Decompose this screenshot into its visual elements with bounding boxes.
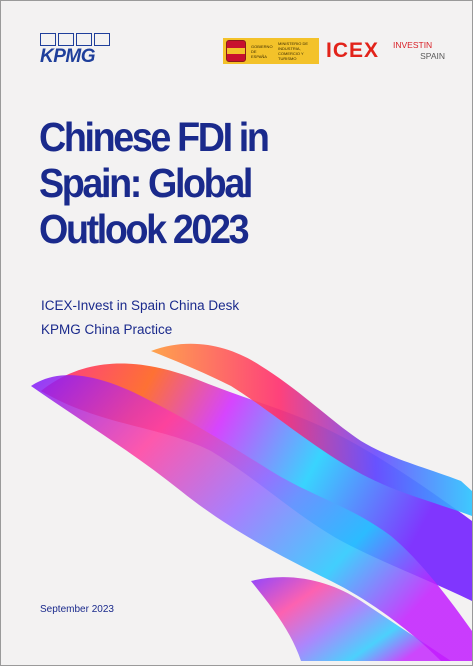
- title-line-2: Spain: Global: [39, 160, 253, 206]
- subtitle-practice: KPMG China Practice: [41, 322, 173, 337]
- publication-date: September 2023: [40, 604, 114, 615]
- invest-logo-line2: SPAIN: [420, 51, 445, 61]
- kpmg-logo: KPMG: [40, 33, 112, 67]
- coat-of-arms-icon: [226, 40, 246, 62]
- invest-logo-line1: INVESTIN: [393, 40, 433, 50]
- title-line-1: Chinese FDI in: [39, 114, 270, 160]
- wave-band-2: [31, 375, 472, 661]
- kpmg-logo-text: KPMG: [40, 46, 96, 67]
- invest-in-spain-logo: INVESTIN SPAIN: [393, 40, 445, 62]
- gov-logo-line2: MINISTERIO DE INDUSTRIA, COMERCIO Y TURI…: [278, 41, 309, 61]
- wave-band-4: [251, 577, 451, 661]
- title-line-3: Outlook 2023: [39, 206, 250, 252]
- decorative-wave-graphic: [31, 343, 472, 661]
- page-title: Chinese FDI in Spain: Global Outlook 202…: [39, 114, 297, 252]
- wave-band-3: [151, 343, 472, 516]
- subtitle-desk: ICEX-Invest in Spain China Desk: [41, 298, 240, 313]
- gov-logo-line1: GOBIERNO DE ESPAÑA: [251, 43, 273, 59]
- kpmg-logo-boxes: [40, 33, 112, 47]
- icex-logo: ICEX: [326, 39, 380, 62]
- spanish-government-logo: GOBIERNO DE ESPAÑA MINISTERIO DE INDUSTR…: [223, 38, 319, 64]
